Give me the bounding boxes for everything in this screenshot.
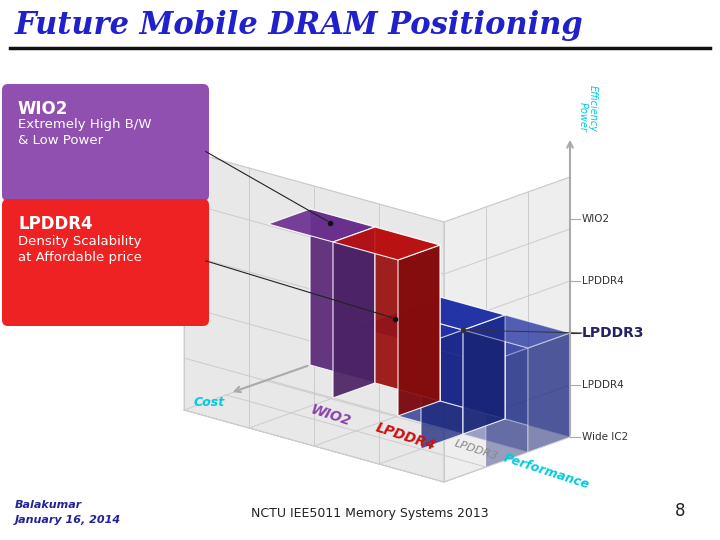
Polygon shape — [421, 330, 463, 449]
Text: LPDDR3: LPDDR3 — [582, 326, 644, 340]
Text: LPDDR4: LPDDR4 — [18, 215, 93, 233]
Text: Density Scalability: Density Scalability — [18, 235, 142, 248]
Text: LPDDR4: LPDDR4 — [582, 380, 624, 390]
Text: 8: 8 — [675, 502, 685, 520]
Polygon shape — [463, 315, 570, 348]
Polygon shape — [333, 227, 440, 260]
Text: LPDDR3: LPDDR3 — [453, 438, 499, 462]
FancyBboxPatch shape — [2, 199, 209, 326]
Polygon shape — [375, 227, 440, 401]
Text: & Low Power: & Low Power — [18, 134, 103, 147]
Text: Wide IC2: Wide IC2 — [582, 432, 629, 442]
Polygon shape — [421, 330, 528, 363]
Text: NCTU IEE5011 Memory Systems 2013: NCTU IEE5011 Memory Systems 2013 — [251, 507, 489, 520]
Text: at Affordable price: at Affordable price — [18, 251, 142, 264]
FancyBboxPatch shape — [2, 84, 209, 201]
Polygon shape — [398, 297, 505, 330]
Polygon shape — [463, 330, 528, 452]
Polygon shape — [440, 297, 505, 419]
Polygon shape — [398, 312, 463, 434]
Text: Future Mobile DRAM Positioning: Future Mobile DRAM Positioning — [15, 10, 584, 41]
Text: Cost: Cost — [194, 396, 225, 409]
Polygon shape — [463, 315, 505, 434]
Text: LPDDR4: LPDDR4 — [374, 420, 438, 453]
Text: LPDDR4: LPDDR4 — [582, 276, 624, 286]
Text: January 16, 2014: January 16, 2014 — [15, 515, 121, 525]
Polygon shape — [333, 227, 375, 398]
Polygon shape — [444, 177, 570, 482]
Text: Power: Power — [578, 102, 588, 132]
Polygon shape — [184, 150, 444, 482]
Text: WIO2: WIO2 — [309, 402, 353, 428]
Text: WIO2: WIO2 — [582, 214, 610, 224]
Polygon shape — [268, 209, 375, 242]
Polygon shape — [356, 312, 463, 345]
Text: Balakumar: Balakumar — [15, 500, 82, 510]
Polygon shape — [505, 315, 570, 437]
Text: Performance: Performance — [501, 451, 590, 491]
Polygon shape — [398, 245, 440, 416]
Polygon shape — [184, 365, 570, 482]
Polygon shape — [486, 348, 528, 467]
Polygon shape — [528, 333, 570, 452]
Text: Extremely High B/W: Extremely High B/W — [18, 118, 151, 131]
Text: WIO2: WIO2 — [18, 100, 68, 118]
Text: Efficiency: Efficiency — [588, 85, 598, 132]
Polygon shape — [310, 209, 375, 383]
